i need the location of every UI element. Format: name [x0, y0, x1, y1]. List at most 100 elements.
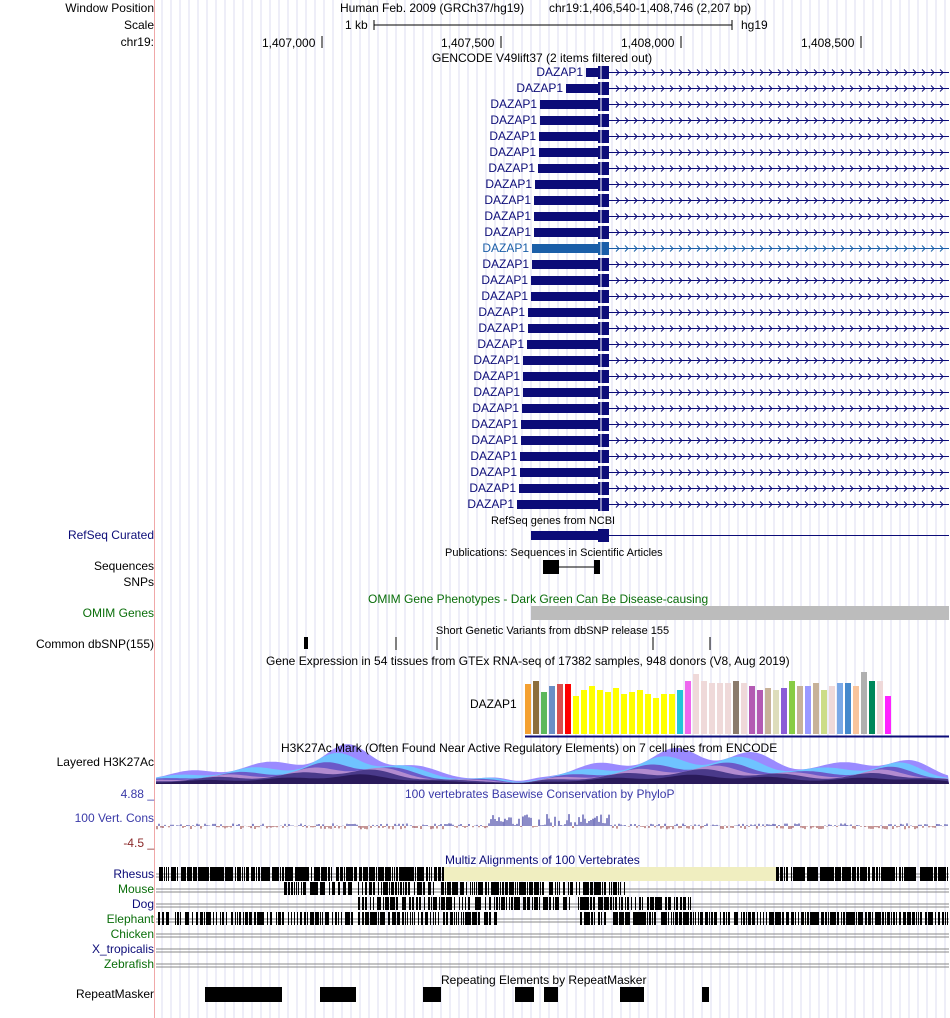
gencode-track-title[interactable]: GENCODE V49lift37 (2 items filtered out) [432, 51, 653, 65]
gtex-tissue-bar [621, 694, 627, 734]
gencode-exon [598, 130, 609, 143]
gencode-gene-label[interactable]: DAZAP1 [484, 225, 531, 239]
gencode-gene-label[interactable]: DAZAP1 [516, 81, 563, 95]
species-elephant-label[interactable]: Elephant [106, 912, 154, 926]
gencode-gene-label[interactable]: DAZAP1 [482, 241, 529, 255]
gencode-strand-arrows [615, 421, 944, 428]
species-mouse-label[interactable]: Mouse [117, 882, 154, 896]
gtex-gene-name[interactable]: DAZAP1 [470, 697, 517, 711]
gtex-tissue-bar [725, 683, 731, 734]
gencode-gene-label[interactable]: DAZAP1 [484, 193, 531, 207]
publications-track-title[interactable]: Publications: Sequences in Scientific Ar… [445, 547, 663, 559]
gtex-track-title[interactable]: Gene Expression in 54 tissues from GTEx … [266, 654, 790, 668]
species-zebrafish-label[interactable]: Zebrafish [103, 957, 154, 971]
gtex-tissue-bar [709, 683, 715, 734]
repeat-element [320, 987, 356, 1002]
gtex-tissue-bar [717, 683, 723, 734]
gencode-utr-block [517, 500, 598, 509]
omim-track-title[interactable]: OMIM Gene Phenotypes - Dark Green Can Be… [368, 592, 709, 606]
gtex-tissue-bar [629, 692, 635, 734]
gencode-strand-arrows [615, 405, 944, 412]
gencode-exon [598, 242, 609, 255]
h3k27ac-cell-line-signal [156, 774, 949, 784]
gencode-gene-label[interactable]: DAZAP1 [469, 481, 516, 495]
gencode-exon [598, 482, 609, 495]
gencode-strand-arrows [615, 453, 944, 460]
gencode-utr-block [523, 388, 598, 397]
refseq-utr-block [531, 531, 598, 540]
gtex-tissue-bar [653, 698, 659, 734]
gencode-strand-arrows [615, 325, 944, 332]
gencode-gene-label[interactable]: DAZAP1 [482, 257, 529, 271]
gencode-gene-label[interactable]: DAZAP1 [481, 273, 528, 287]
gencode-gene-label[interactable]: DAZAP1 [478, 305, 525, 319]
gencode-strand-arrows [615, 165, 944, 172]
gencode-gene-label[interactable]: DAZAP1 [490, 113, 537, 127]
repeat-element [423, 987, 441, 1002]
gtex-tissue-bar [757, 690, 763, 734]
refseq-track-title[interactable]: RefSeq genes from NCBI [491, 515, 616, 527]
gencode-gene-label[interactable]: DAZAP1 [536, 65, 583, 79]
gencode-gene-label[interactable]: DAZAP1 [473, 353, 520, 367]
gencode-gene-label[interactable]: DAZAP1 [490, 97, 537, 111]
gtex-tissue-bar [685, 681, 691, 734]
gencode-gene-label[interactable]: DAZAP1 [477, 337, 524, 351]
gtex-tissue-bar [669, 694, 675, 734]
gencode-gene-label[interactable]: DAZAP1 [481, 289, 528, 303]
gencode-strand-arrows [615, 469, 944, 476]
gencode-gene-label[interactable]: DAZAP1 [473, 385, 520, 399]
gtex-tissue-bar [661, 694, 667, 734]
vert-cons-label[interactable]: 100 Vert. Cons [74, 811, 154, 825]
layered-h3k27ac-label[interactable]: Layered H3K27Ac [56, 755, 154, 769]
h3k27ac-track-title[interactable]: H3K27Ac Mark (Often Found Near Active Re… [281, 741, 778, 755]
gencode-exon [598, 66, 609, 79]
gencode-gene-label[interactable]: DAZAP1 [484, 209, 531, 223]
gencode-exon [598, 354, 609, 367]
gencode-gene-label[interactable]: DAZAP1 [471, 433, 518, 447]
gencode-gene-label[interactable]: DAZAP1 [471, 417, 518, 431]
gencode-strand-arrows [615, 293, 944, 300]
repeatmasker-label[interactable]: RepeatMasker [75, 987, 154, 1001]
gencode-strand-arrows [615, 261, 944, 268]
gencode-exon [598, 498, 609, 511]
omim-genes-label[interactable]: OMIM Genes [82, 606, 154, 620]
gtex-tissue-bar [525, 684, 531, 734]
gencode-strand-arrows [615, 197, 944, 204]
pub-sequences-label[interactable]: Sequences [93, 559, 154, 573]
species-chicken-label[interactable]: Chicken [110, 927, 154, 941]
species-xtropicalis-label[interactable]: X_tropicalis [91, 942, 154, 956]
gencode-utr-block [538, 164, 598, 173]
pub-snps-label[interactable]: SNPs [123, 575, 154, 589]
rmsk-track-title[interactable]: Repeating Elements by RepeatMasker [441, 973, 647, 987]
dbsnp-track-title[interactable]: Short Genetic Variants from dbSNP releas… [436, 625, 670, 637]
gencode-strand-arrows [615, 437, 944, 444]
gencode-gene-label[interactable]: DAZAP1 [489, 145, 536, 159]
gencode-exon [598, 434, 609, 447]
species-rhesus-label[interactable]: Rhesus [113, 867, 154, 881]
conservation-negative [156, 826, 944, 830]
refseq-curated-label[interactable]: RefSeq Curated [67, 528, 154, 542]
gtex-tissue-bar [869, 681, 875, 734]
gencode-gene-label[interactable]: DAZAP1 [488, 161, 535, 175]
multiz-track-title[interactable]: Multiz Alignments of 100 Vertebrates [445, 853, 640, 867]
gencode-utr-block [521, 420, 598, 429]
gencode-gene-label[interactable]: DAZAP1 [485, 177, 532, 191]
gencode-gene-label[interactable]: DAZAP1 [489, 129, 536, 143]
gtex-tissue-bar [597, 690, 603, 734]
cons-track-title[interactable]: 100 vertebrates Basewise Conservation by… [405, 787, 675, 801]
gencode-gene-label[interactable]: DAZAP1 [470, 449, 517, 463]
publication-block [594, 560, 600, 574]
gencode-strand-arrows [615, 389, 944, 396]
gencode-utr-block [586, 68, 598, 77]
gencode-strand-arrows [615, 149, 944, 156]
gencode-gene-label[interactable]: DAZAP1 [470, 465, 517, 479]
gencode-strand-arrows [615, 277, 944, 284]
gencode-exon [598, 162, 609, 175]
gencode-gene-label[interactable]: DAZAP1 [472, 401, 519, 415]
gencode-gene-label[interactable]: DAZAP1 [473, 369, 520, 383]
gencode-gene-label[interactable]: DAZAP1 [478, 321, 525, 335]
species-dog-label[interactable]: Dog [131, 897, 154, 911]
common-dbsnp-label[interactable]: Common dbSNP(155) [35, 637, 154, 651]
gencode-gene-label[interactable]: DAZAP1 [467, 497, 514, 511]
